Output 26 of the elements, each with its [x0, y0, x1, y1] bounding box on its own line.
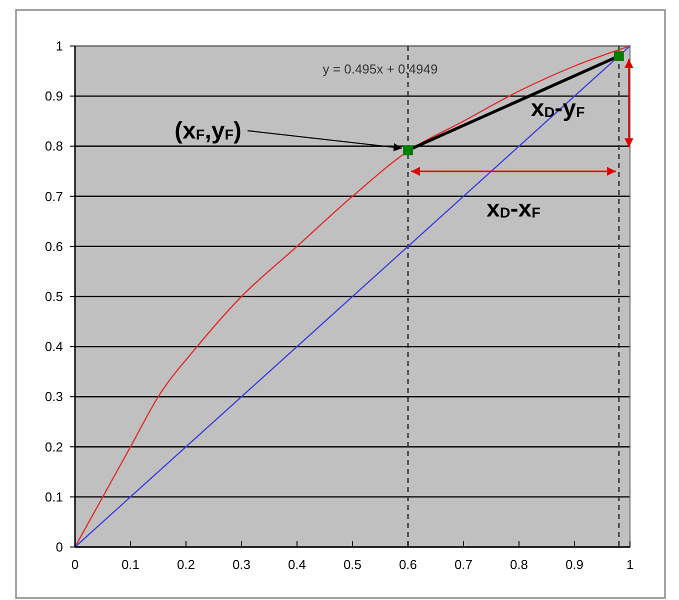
x-tick-label: 0.1	[121, 557, 140, 572]
annotation: x$_{D}$-x$_{F}$	[486, 195, 541, 222]
y-tick-label: 0.6	[44, 238, 63, 254]
x-tick-label: 0.4	[288, 557, 306, 572]
y-tick-label: 0.5	[44, 289, 63, 304]
x-tick-label: 1	[626, 557, 634, 572]
x-tick-label: 0.8	[510, 557, 528, 572]
y-tick-label: 0.7	[44, 188, 63, 204]
y-tick-label: 0.1	[44, 489, 63, 504]
annotation: x$_{D}$-y$_{F}$	[530, 95, 586, 122]
y-tick-label: 0.4	[44, 339, 63, 354]
y-tick-label: 0.3	[44, 389, 63, 404]
y-tick-label: 0.9	[44, 88, 63, 104]
y-tick-label: 1	[56, 38, 63, 54]
x-tick-label: 0.9	[565, 557, 584, 572]
y-tick-label: 0.8	[44, 138, 63, 154]
x-tick-label: 0.3	[232, 557, 251, 572]
x-tick-label: 0.7	[454, 557, 473, 572]
x-tick-label: 0.5	[343, 557, 362, 572]
y-tick-label: 0.2	[44, 439, 63, 454]
y-tick-label: 0	[56, 540, 63, 554]
x-tick-label: 0	[71, 557, 79, 572]
x-tick-label: 0.2	[176, 557, 196, 572]
x-tick-label: 0.6	[398, 557, 418, 572]
annotation: y = 0.495x + 0.4949	[322, 62, 438, 77]
annotation: (x$_{F}$,y$_{F}$)	[174, 118, 242, 145]
